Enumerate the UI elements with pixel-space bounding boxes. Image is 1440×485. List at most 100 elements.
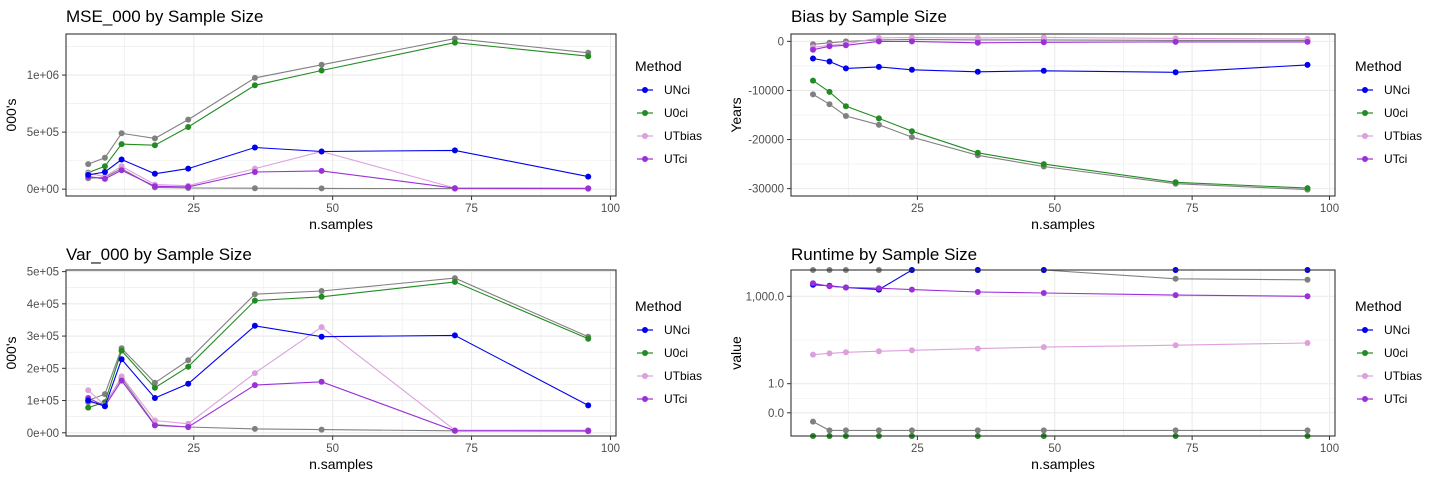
data-point-U0ci bbox=[451, 278, 458, 285]
data-point-U0ci bbox=[251, 82, 258, 89]
series-line-UTbias bbox=[812, 342, 1308, 356]
data-point-U0ci bbox=[318, 67, 325, 74]
legend-label-UNci: UNci bbox=[664, 323, 690, 337]
data-point-UTci bbox=[875, 38, 882, 45]
data-point-UNci bbox=[318, 333, 325, 340]
data-point-extra_low bbox=[318, 185, 325, 192]
data-point-U0ci bbox=[842, 103, 849, 110]
data-point-U0ci bbox=[1172, 179, 1179, 186]
legend-label-UTci: UTci bbox=[1384, 152, 1407, 166]
data-point-extra_low bbox=[908, 427, 915, 434]
panel-border bbox=[790, 269, 1336, 437]
x-tick-label: 50 bbox=[326, 203, 339, 215]
data-point-UTci bbox=[1304, 38, 1311, 45]
legend-label-UNci: UNci bbox=[1384, 83, 1410, 97]
data-point-extra_low bbox=[251, 425, 258, 432]
legend: Method UNci U0ci UTbias UTci bbox=[1355, 58, 1422, 166]
x-tick-label: 50 bbox=[1048, 203, 1061, 215]
legend-label-U0ci: U0ci bbox=[664, 346, 688, 360]
data-point-U0ci bbox=[185, 124, 192, 130]
data-point-UNci bbox=[585, 402, 592, 409]
legend-key-point bbox=[642, 373, 648, 379]
data-point-UTbias bbox=[1040, 34, 1047, 41]
data-point-UTci bbox=[1172, 38, 1179, 45]
data-point-UTbias bbox=[1304, 340, 1311, 346]
y-tick-label: 1,000.0 bbox=[746, 291, 784, 303]
legend-label-UNci: UNci bbox=[1384, 323, 1410, 337]
data-point-U0ci bbox=[85, 404, 92, 411]
data-point-UTci bbox=[118, 167, 125, 174]
data-point-extra_top bbox=[101, 391, 108, 398]
panel-border bbox=[790, 33, 1336, 197]
data-point-U0ci bbox=[974, 149, 981, 156]
y-tick-label: -20000 bbox=[748, 135, 784, 147]
data-point-UTbias bbox=[1040, 344, 1047, 351]
data-point-UNci bbox=[451, 332, 458, 339]
x-axis-label: n.samples bbox=[309, 456, 373, 472]
legend-label-UTci: UTci bbox=[664, 152, 687, 166]
data-point-extra_low bbox=[908, 134, 915, 141]
data-point-UTci bbox=[185, 183, 192, 190]
x-axis-label: n.samples bbox=[309, 216, 373, 232]
data-point-extra_top bbox=[185, 357, 192, 364]
data-point-UTci bbox=[974, 289, 981, 295]
series-line-extra_low bbox=[812, 421, 1308, 431]
data-point-UTci bbox=[1304, 293, 1311, 300]
data-point-UTci bbox=[908, 38, 915, 45]
series-line-extra_top bbox=[88, 38, 589, 165]
data-point-U0ci bbox=[875, 115, 882, 122]
data-point-extra_low bbox=[1304, 427, 1311, 434]
x-tick-label: 100 bbox=[1320, 203, 1339, 215]
data-point-UTci bbox=[251, 382, 258, 389]
x-axis-label: n.samples bbox=[1031, 216, 1095, 232]
y-axis-label: 000's bbox=[3, 336, 19, 369]
legend-label-U0ci: U0ci bbox=[1384, 346, 1408, 360]
data-point-UNci bbox=[826, 58, 833, 65]
legend-key-point bbox=[642, 133, 648, 139]
series-line-UNci bbox=[812, 269, 1308, 291]
data-point-UTci bbox=[251, 169, 258, 175]
legend-key-point bbox=[1362, 87, 1368, 93]
series-line-UTci bbox=[812, 40, 1308, 51]
data-point-UTci bbox=[151, 183, 158, 190]
x-tick-label: 75 bbox=[465, 203, 478, 215]
panel-border bbox=[65, 269, 617, 437]
data-point-UTbias bbox=[1172, 342, 1179, 349]
legend-label-UTci: UTci bbox=[664, 392, 687, 406]
x-tick-label: 100 bbox=[601, 203, 620, 215]
data-point-UNci bbox=[1040, 67, 1047, 74]
data-point-UTbias bbox=[118, 373, 125, 380]
data-point-extra_top bbox=[101, 154, 108, 161]
data-point-UTbias bbox=[810, 351, 816, 358]
data-point-UTbias bbox=[908, 347, 915, 354]
data-point-extra_low bbox=[810, 91, 816, 98]
data-point-UTci bbox=[585, 185, 592, 192]
x-tick-label: 75 bbox=[1186, 443, 1199, 455]
data-point-UTci bbox=[185, 424, 192, 430]
legend-key-point bbox=[1362, 156, 1368, 162]
data-point-extra_top bbox=[1172, 275, 1179, 282]
data-point-U0ci bbox=[451, 39, 458, 46]
x-tick-label: 100 bbox=[601, 443, 620, 455]
data-point-extra_top bbox=[118, 130, 125, 137]
data-point-UNci bbox=[185, 380, 192, 387]
legend-label-U0ci: U0ci bbox=[664, 106, 688, 120]
panel-border bbox=[65, 33, 617, 197]
data-point-UNci bbox=[101, 169, 108, 175]
legend-key-point bbox=[1362, 133, 1368, 139]
legend-label-UTci: UTci bbox=[1384, 392, 1407, 406]
data-point-UNci bbox=[85, 397, 92, 404]
data-point-extra_low bbox=[1172, 427, 1179, 434]
data-point-extra_top bbox=[318, 288, 325, 294]
legend: Method UNci U0ci UTbias UTci bbox=[635, 298, 702, 406]
data-point-UNci bbox=[251, 144, 258, 151]
data-point-extra_low bbox=[318, 426, 325, 433]
legend-title: Method bbox=[1355, 58, 1402, 74]
data-point-extra_low bbox=[974, 427, 981, 434]
series-line-UNci bbox=[88, 325, 589, 407]
legend-key-point bbox=[1362, 373, 1368, 379]
y-tick-label: 0 bbox=[778, 36, 784, 48]
data-point-UNci bbox=[251, 322, 258, 329]
data-point-U0ci bbox=[908, 128, 915, 135]
data-point-U0ci bbox=[585, 335, 592, 342]
